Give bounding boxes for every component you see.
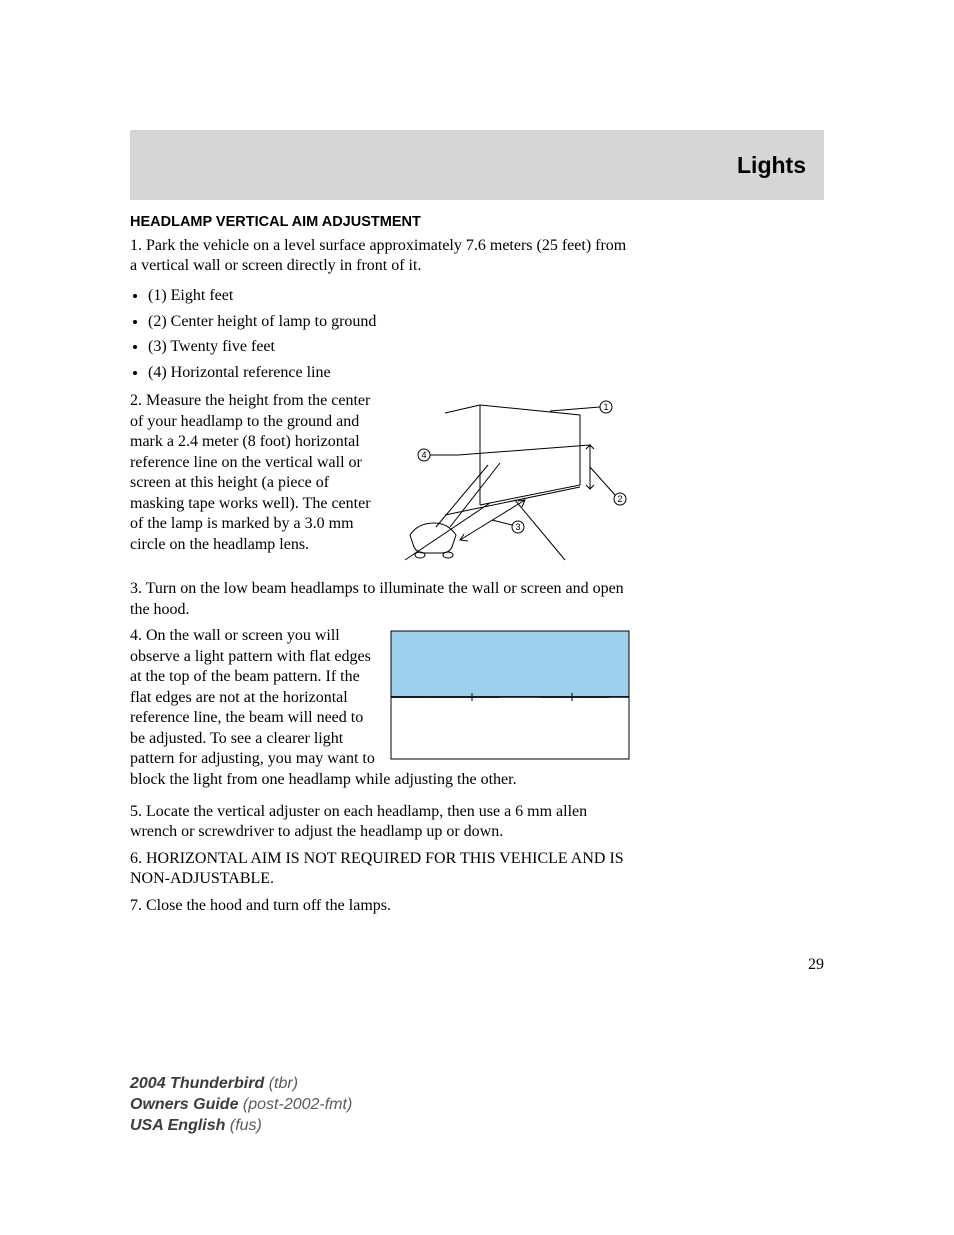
step-6: 6. HORIZONTAL AIM IS NOT REQUIRED FOR TH… (130, 849, 630, 890)
footer: 2004 Thunderbird (tbr) Owners Guide (pos… (130, 1074, 954, 1136)
section-heading: HEADLAMP VERTICAL AIM ADJUSTMENT (130, 214, 630, 230)
step-1: 1. Park the vehicle on a level surface a… (130, 236, 630, 277)
bullet-item: (3) Twenty five feet (148, 334, 630, 360)
svg-text:2: 2 (617, 494, 622, 504)
svg-text:4: 4 (421, 450, 426, 460)
diagram-wall-car: 1 4 2 (390, 395, 630, 565)
chapter-title: Lights (737, 152, 806, 179)
step-3: 3. Turn on the low beam headlamps to ill… (130, 579, 630, 620)
step-5: 5. Locate the vertical adjuster on each … (130, 802, 630, 843)
diagram-beam-pattern (390, 630, 630, 760)
svg-text:1: 1 (603, 402, 608, 412)
footer-line-3: USA English (fus) (130, 1116, 954, 1137)
bullet-item: (4) Horizontal reference line (148, 360, 630, 386)
footer-line-1: 2004 Thunderbird (tbr) (130, 1074, 954, 1095)
bullet-item: (2) Center height of lamp to ground (148, 309, 630, 335)
chapter-header: Lights (130, 130, 824, 200)
footer-line-2: Owners Guide (post-2002-fmt) (130, 1095, 954, 1116)
bullet-item: (1) Eight feet (148, 283, 630, 309)
svg-text:3: 3 (515, 522, 520, 532)
bullet-list: (1) Eight feet (2) Center height of lamp… (130, 283, 630, 385)
page-content: HEADLAMP VERTICAL AIM ADJUSTMENT 1. Park… (130, 214, 630, 916)
step-7: 7. Close the hood and turn off the lamps… (130, 896, 630, 916)
page-number: 29 (0, 956, 824, 974)
